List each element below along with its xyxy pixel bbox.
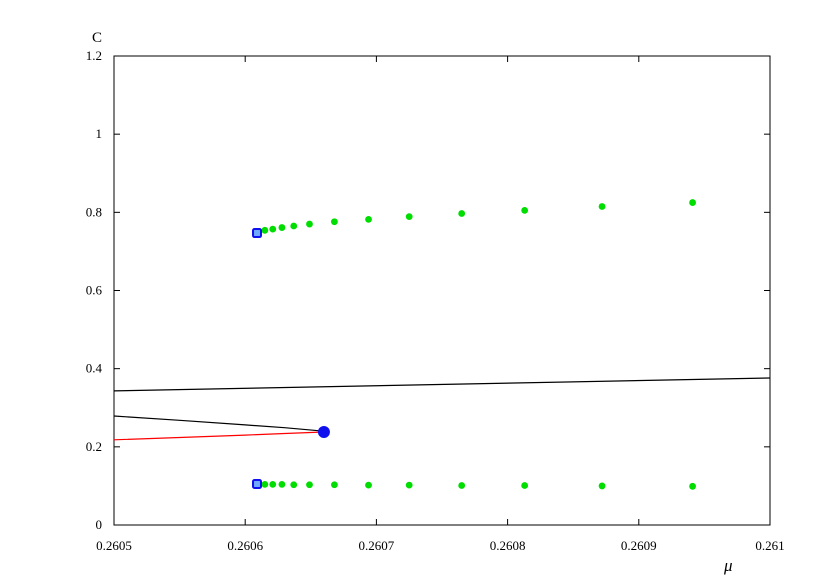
data-point (306, 481, 313, 489)
x-tick-label: 0.2609 (621, 538, 657, 553)
data-point (290, 481, 298, 489)
y-tick-label: 0.6 (86, 283, 103, 298)
x-tick-label: 0.2606 (227, 538, 263, 553)
data-point (269, 225, 277, 233)
endpoint-marker (252, 228, 263, 239)
data-point (405, 481, 413, 489)
y-tick-label: 1.2 (86, 48, 102, 63)
data-point (365, 481, 372, 489)
data-point (689, 482, 696, 490)
bifurcation-point (317, 425, 330, 438)
data-point (290, 222, 298, 230)
data-point (458, 482, 466, 489)
data-point (306, 220, 313, 228)
data-point (365, 215, 372, 223)
data-point (269, 480, 277, 488)
y-tick-label: 0.2 (86, 439, 102, 454)
y-axis-label: C (92, 30, 102, 46)
y-tick-label: 0.4 (86, 361, 103, 376)
data-point (405, 213, 413, 221)
data-point (689, 199, 696, 206)
data-point (458, 210, 466, 217)
series-line-0 (113, 377, 771, 392)
series-line-2 (113, 431, 324, 441)
y-tick-label: 0.8 (86, 204, 102, 219)
x-tick-label: 0.2605 (96, 538, 132, 553)
series-layer (113, 199, 771, 490)
y-tick-label: 1 (96, 126, 103, 141)
data-point (331, 481, 338, 489)
data-point (598, 203, 606, 210)
data-point (278, 224, 286, 231)
x-tick-label: 0.2607 (359, 538, 395, 553)
data-point (278, 480, 286, 488)
data-point (521, 206, 529, 214)
series-line-1 (113, 415, 324, 432)
data-point (331, 218, 338, 226)
axis-ticks: 0.2605 0.2606 0.2607 0.2608 0.2609 0.261 0 0.2 0… (86, 48, 785, 553)
y-tick-label: 0 (96, 517, 103, 532)
data-point (598, 482, 606, 490)
x-axis-label: μ (723, 556, 733, 575)
data-point (521, 482, 529, 489)
x-tick-label: 0.2608 (490, 538, 526, 553)
data-point (261, 480, 269, 488)
x-tick-label: 0.261 (755, 538, 784, 553)
endpoint-marker (252, 478, 263, 489)
plot-frame (113, 55, 771, 526)
data-point (261, 226, 269, 234)
